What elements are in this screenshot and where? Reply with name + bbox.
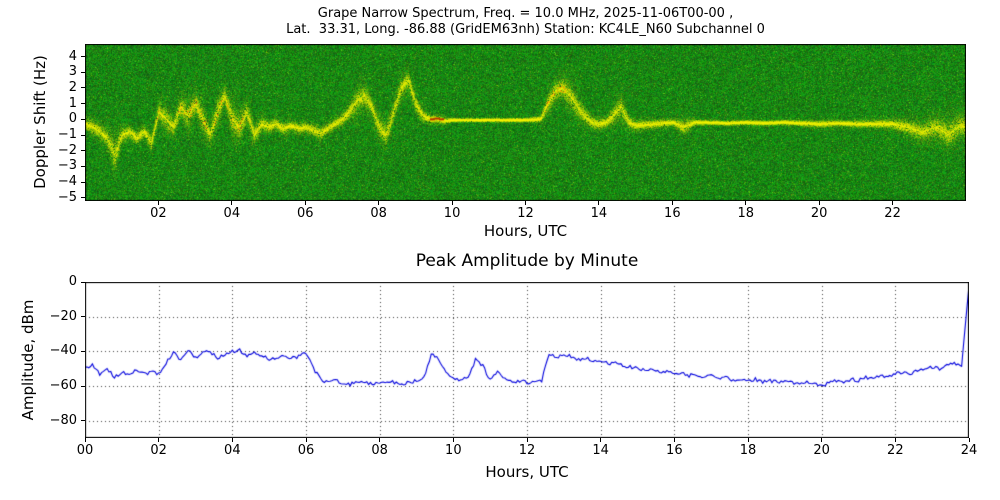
amplitude-x-tickmark: [747, 438, 749, 442]
spectrogram-x-tickmark: [598, 201, 600, 205]
amplitude-y-tick-label: −60: [49, 378, 77, 393]
amplitude-x-tickmark: [600, 438, 602, 442]
spectrogram-plot: [85, 44, 966, 201]
amplitude-y-tick-label: −80: [49, 412, 77, 428]
amplitude-x-tick-label: 12: [518, 443, 536, 458]
figure-title-line2: Lat. 33.31, Long. -86.88 (GridEM63nh) St…: [286, 22, 765, 37]
spectrogram-x-tick-label: 14: [590, 206, 608, 221]
spectrogram-x-tickmark: [745, 201, 747, 205]
amplitude-x-tickmark: [968, 438, 970, 442]
amplitude-x-tickmark: [158, 438, 160, 442]
amplitude-x-tick-label: 18: [739, 443, 757, 458]
spectrogram-x-tickmark: [451, 201, 453, 205]
amplitude-x-tick-label: 02: [150, 443, 167, 458]
amplitude-y-tickmark: [81, 316, 85, 318]
spectrogram-x-tick-label: 02: [150, 206, 167, 221]
spectrogram-x-tick-label: 20: [810, 206, 828, 221]
amplitude-x-tick-label: 20: [813, 443, 830, 458]
spectrogram-y-tickmark: [81, 197, 85, 199]
spectrogram-y-tick-label: −4: [57, 174, 77, 190]
amplitude-y-tick-label: −20: [49, 308, 77, 324]
spectrogram-x-tickmark: [671, 201, 673, 205]
amplitude-xlabel: Hours, UTC: [485, 463, 569, 481]
spectrogram-x-tickmark: [304, 201, 306, 205]
amplitude-x-tickmark: [231, 438, 233, 442]
amplitude-plot: [85, 282, 969, 438]
amplitude-x-tick-label: 08: [371, 443, 388, 458]
spectrogram-x-tickmark: [157, 201, 159, 205]
amplitude-y-tick-label: −40: [49, 343, 77, 359]
spectrogram-y-tickmark: [81, 150, 85, 152]
spectrogram-y-tickmark: [81, 181, 85, 183]
amplitude-x-tickmark: [526, 438, 528, 442]
amplitude-y-tickmark: [81, 385, 85, 387]
spectrogram-x-tick-label: 16: [664, 206, 681, 221]
spectrogram-y-tickmark: [81, 165, 85, 167]
amplitude-y-tickmark: [81, 350, 85, 352]
spectrogram-x-tick-label: 08: [370, 206, 387, 221]
amplitude-y-tickmark: [81, 281, 85, 283]
spectrogram-x-tickmark: [818, 201, 820, 205]
spectrogram-x-tickmark: [231, 201, 233, 205]
amplitude-x-tick-label: 22: [887, 443, 904, 458]
amplitude-x-tick-label: 00: [76, 443, 94, 458]
spectrogram-y-tickmark: [81, 56, 85, 58]
spectrogram-x-tick-label: 04: [223, 206, 241, 221]
amplitude-x-tick-label: 04: [224, 443, 241, 458]
amplitude-title: Peak Amplitude by Minute: [415, 251, 639, 271]
spectrogram-xlabel: Hours, UTC: [483, 222, 568, 240]
amplitude-x-tick-label: 16: [666, 443, 683, 458]
spectrogram-y-tick-label: 1: [68, 95, 77, 111]
amplitude-x-tickmark: [673, 438, 675, 442]
spectrogram-y-tickmark: [81, 134, 85, 136]
figure-title-line1: Grape Narrow Spectrum, Freq. = 10.0 MHz,…: [317, 6, 734, 21]
amplitude-x-tickmark: [379, 438, 381, 442]
amplitude-x-tick-label: 24: [960, 443, 978, 458]
spectrogram-x-tick-label: 06: [296, 206, 314, 221]
amplitude-x-tickmark: [452, 438, 454, 442]
spectrogram-x-tickmark: [892, 201, 894, 205]
spectrogram-y-tickmark: [81, 87, 85, 89]
spectrogram-y-tick-label: 3: [68, 64, 77, 80]
spectrogram-y-tick-label: −1: [57, 127, 77, 143]
amplitude-x-tickmark: [821, 438, 823, 442]
spectrogram-x-tick-label: 22: [884, 206, 901, 221]
amplitude-y-tickmark: [81, 420, 85, 422]
spectrogram-x-tick-label: 18: [737, 206, 755, 221]
amplitude-x-tickmark: [305, 438, 307, 442]
amplitude-x-tickmark: [84, 438, 86, 442]
spectrogram-y-tickmark: [81, 118, 85, 120]
amplitude-x-tick-label: 14: [592, 443, 609, 458]
spectrogram-y-tickmark: [81, 103, 85, 105]
spectrogram-x-tickmark: [378, 201, 380, 205]
spectrogram-y-tickmark: [81, 71, 85, 73]
spectrogram-x-tick-label: 12: [517, 206, 534, 221]
amplitude-y-tick-label: 0: [68, 274, 77, 289]
spectrogram-y-tick-label: −5: [57, 189, 77, 205]
amplitude-x-tickmark: [894, 438, 896, 442]
spectrogram-y-tick-label: 2: [68, 79, 77, 95]
amplitude-x-tick-label: 10: [445, 443, 462, 458]
spectrogram-y-tick-label: 4: [68, 48, 77, 64]
spectrogram-x-tick-label: 10: [443, 206, 461, 221]
spectrogram-y-tick-label: −3: [57, 158, 77, 174]
spectrogram-x-tickmark: [525, 201, 526, 205]
spectrogram-y-tick-label: −2: [57, 142, 77, 158]
spectrogram-y-tick-label: 0: [68, 111, 77, 127]
amplitude-x-tick-label: 06: [297, 443, 315, 458]
